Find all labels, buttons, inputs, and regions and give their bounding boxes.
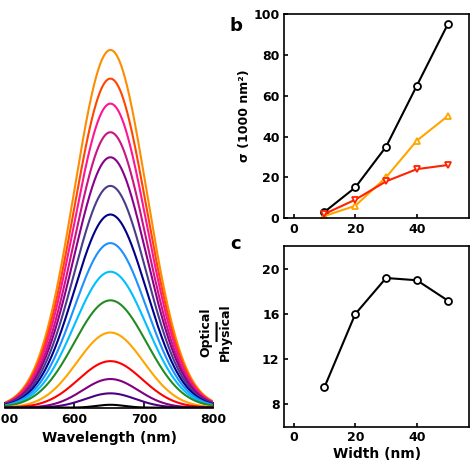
X-axis label: Width (nm): Width (nm) [333, 447, 421, 461]
Text: Physical: Physical [219, 303, 232, 361]
Text: c: c [230, 235, 240, 253]
Y-axis label: σ (1000 nm²): σ (1000 nm²) [237, 70, 251, 163]
X-axis label: Wavelength (nm): Wavelength (nm) [42, 431, 176, 445]
Text: b: b [230, 17, 243, 35]
Text: |: | [212, 322, 219, 342]
Text: Optical: Optical [200, 307, 213, 356]
